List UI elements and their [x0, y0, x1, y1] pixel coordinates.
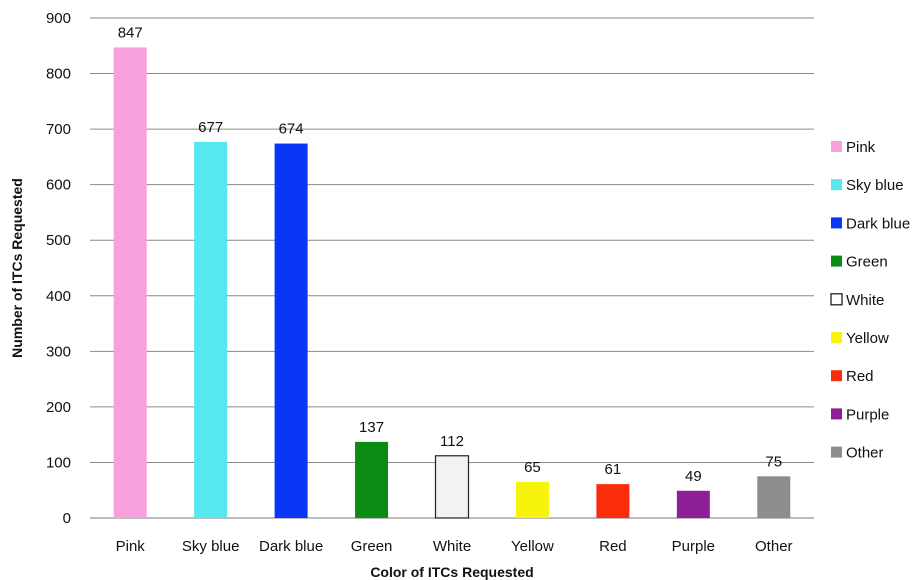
x-axis-title: Color of ITCs Requested — [370, 564, 533, 580]
legend-label: Red — [846, 368, 874, 385]
y-tick-label: 100 — [46, 454, 71, 471]
legend-swatch — [831, 217, 842, 229]
x-tick-label: Sky blue — [182, 538, 240, 555]
x-tick-label: Red — [599, 538, 627, 555]
legend-label: Other — [846, 445, 884, 462]
bar-white — [434, 455, 470, 519]
legend-label: Dark blue — [846, 215, 910, 232]
legend-swatch — [831, 446, 842, 458]
legend-swatch — [831, 408, 842, 420]
legend-label: Pink — [846, 139, 876, 156]
y-tick-label: 0 — [63, 510, 71, 527]
bar-pink — [113, 47, 147, 518]
bar-yellow — [515, 481, 549, 518]
y-tick-label: 600 — [46, 177, 71, 194]
y-tick-label: 300 — [46, 343, 71, 360]
data-label: 847 — [118, 24, 143, 41]
x-tick-label: Purple — [672, 538, 715, 555]
legend-label: Green — [846, 254, 888, 271]
y-axis-ticks: 0 100 200 300 400 500 600 700 800 900 — [46, 10, 71, 527]
legend-swatch — [830, 293, 843, 306]
legend-swatch — [831, 255, 842, 267]
bar-sky-blue — [194, 141, 228, 518]
data-label: 677 — [198, 119, 223, 136]
x-tick-label: Yellow — [511, 538, 554, 555]
y-axis-title: Number of ITCs Requested — [9, 178, 25, 358]
legend-label: Yellow — [846, 330, 889, 347]
bar-dark-blue — [274, 143, 308, 519]
data-label: 112 — [440, 433, 464, 450]
legend-swatch — [831, 179, 842, 191]
data-label: 61 — [605, 461, 622, 478]
legend-swatch — [831, 332, 842, 343]
x-tick-label: Green — [351, 538, 393, 555]
legend-label: Purple — [846, 406, 889, 423]
bars — [113, 47, 791, 519]
legend-label: White — [846, 292, 884, 309]
legend-swatch — [831, 370, 842, 382]
y-tick-label: 200 — [46, 399, 71, 416]
x-tick-label: Pink — [116, 538, 146, 555]
data-label: 674 — [279, 121, 304, 138]
legend: Pink Sky blue Dark blue Green White Yellow Red… — [830, 139, 910, 462]
x-axis-ticks: Pink Sky blue Dark blue Green White Yellow Red… — [116, 538, 793, 555]
legend-swatch — [831, 141, 842, 152]
y-tick-label: 400 — [46, 288, 71, 305]
x-tick-label: White — [433, 538, 471, 555]
y-tick-label: 700 — [46, 121, 71, 138]
data-label: 75 — [765, 453, 782, 470]
x-tick-label: Other — [755, 538, 793, 555]
bar-red — [596, 484, 630, 518]
bar-green — [355, 441, 389, 518]
bar-other — [757, 476, 791, 518]
bar-purple — [676, 490, 710, 518]
data-label: 65 — [524, 459, 541, 476]
y-tick-label: 900 — [46, 10, 71, 27]
legend-label: Sky blue — [846, 177, 904, 194]
x-tick-label: Dark blue — [259, 538, 323, 555]
data-labels: 847 677 674 137 112 65 61 49 75 — [118, 24, 782, 484]
data-label: 137 — [359, 419, 384, 436]
data-label: 49 — [685, 468, 702, 485]
y-tick-label: 500 — [46, 232, 71, 249]
y-tick-label: 800 — [46, 66, 71, 83]
